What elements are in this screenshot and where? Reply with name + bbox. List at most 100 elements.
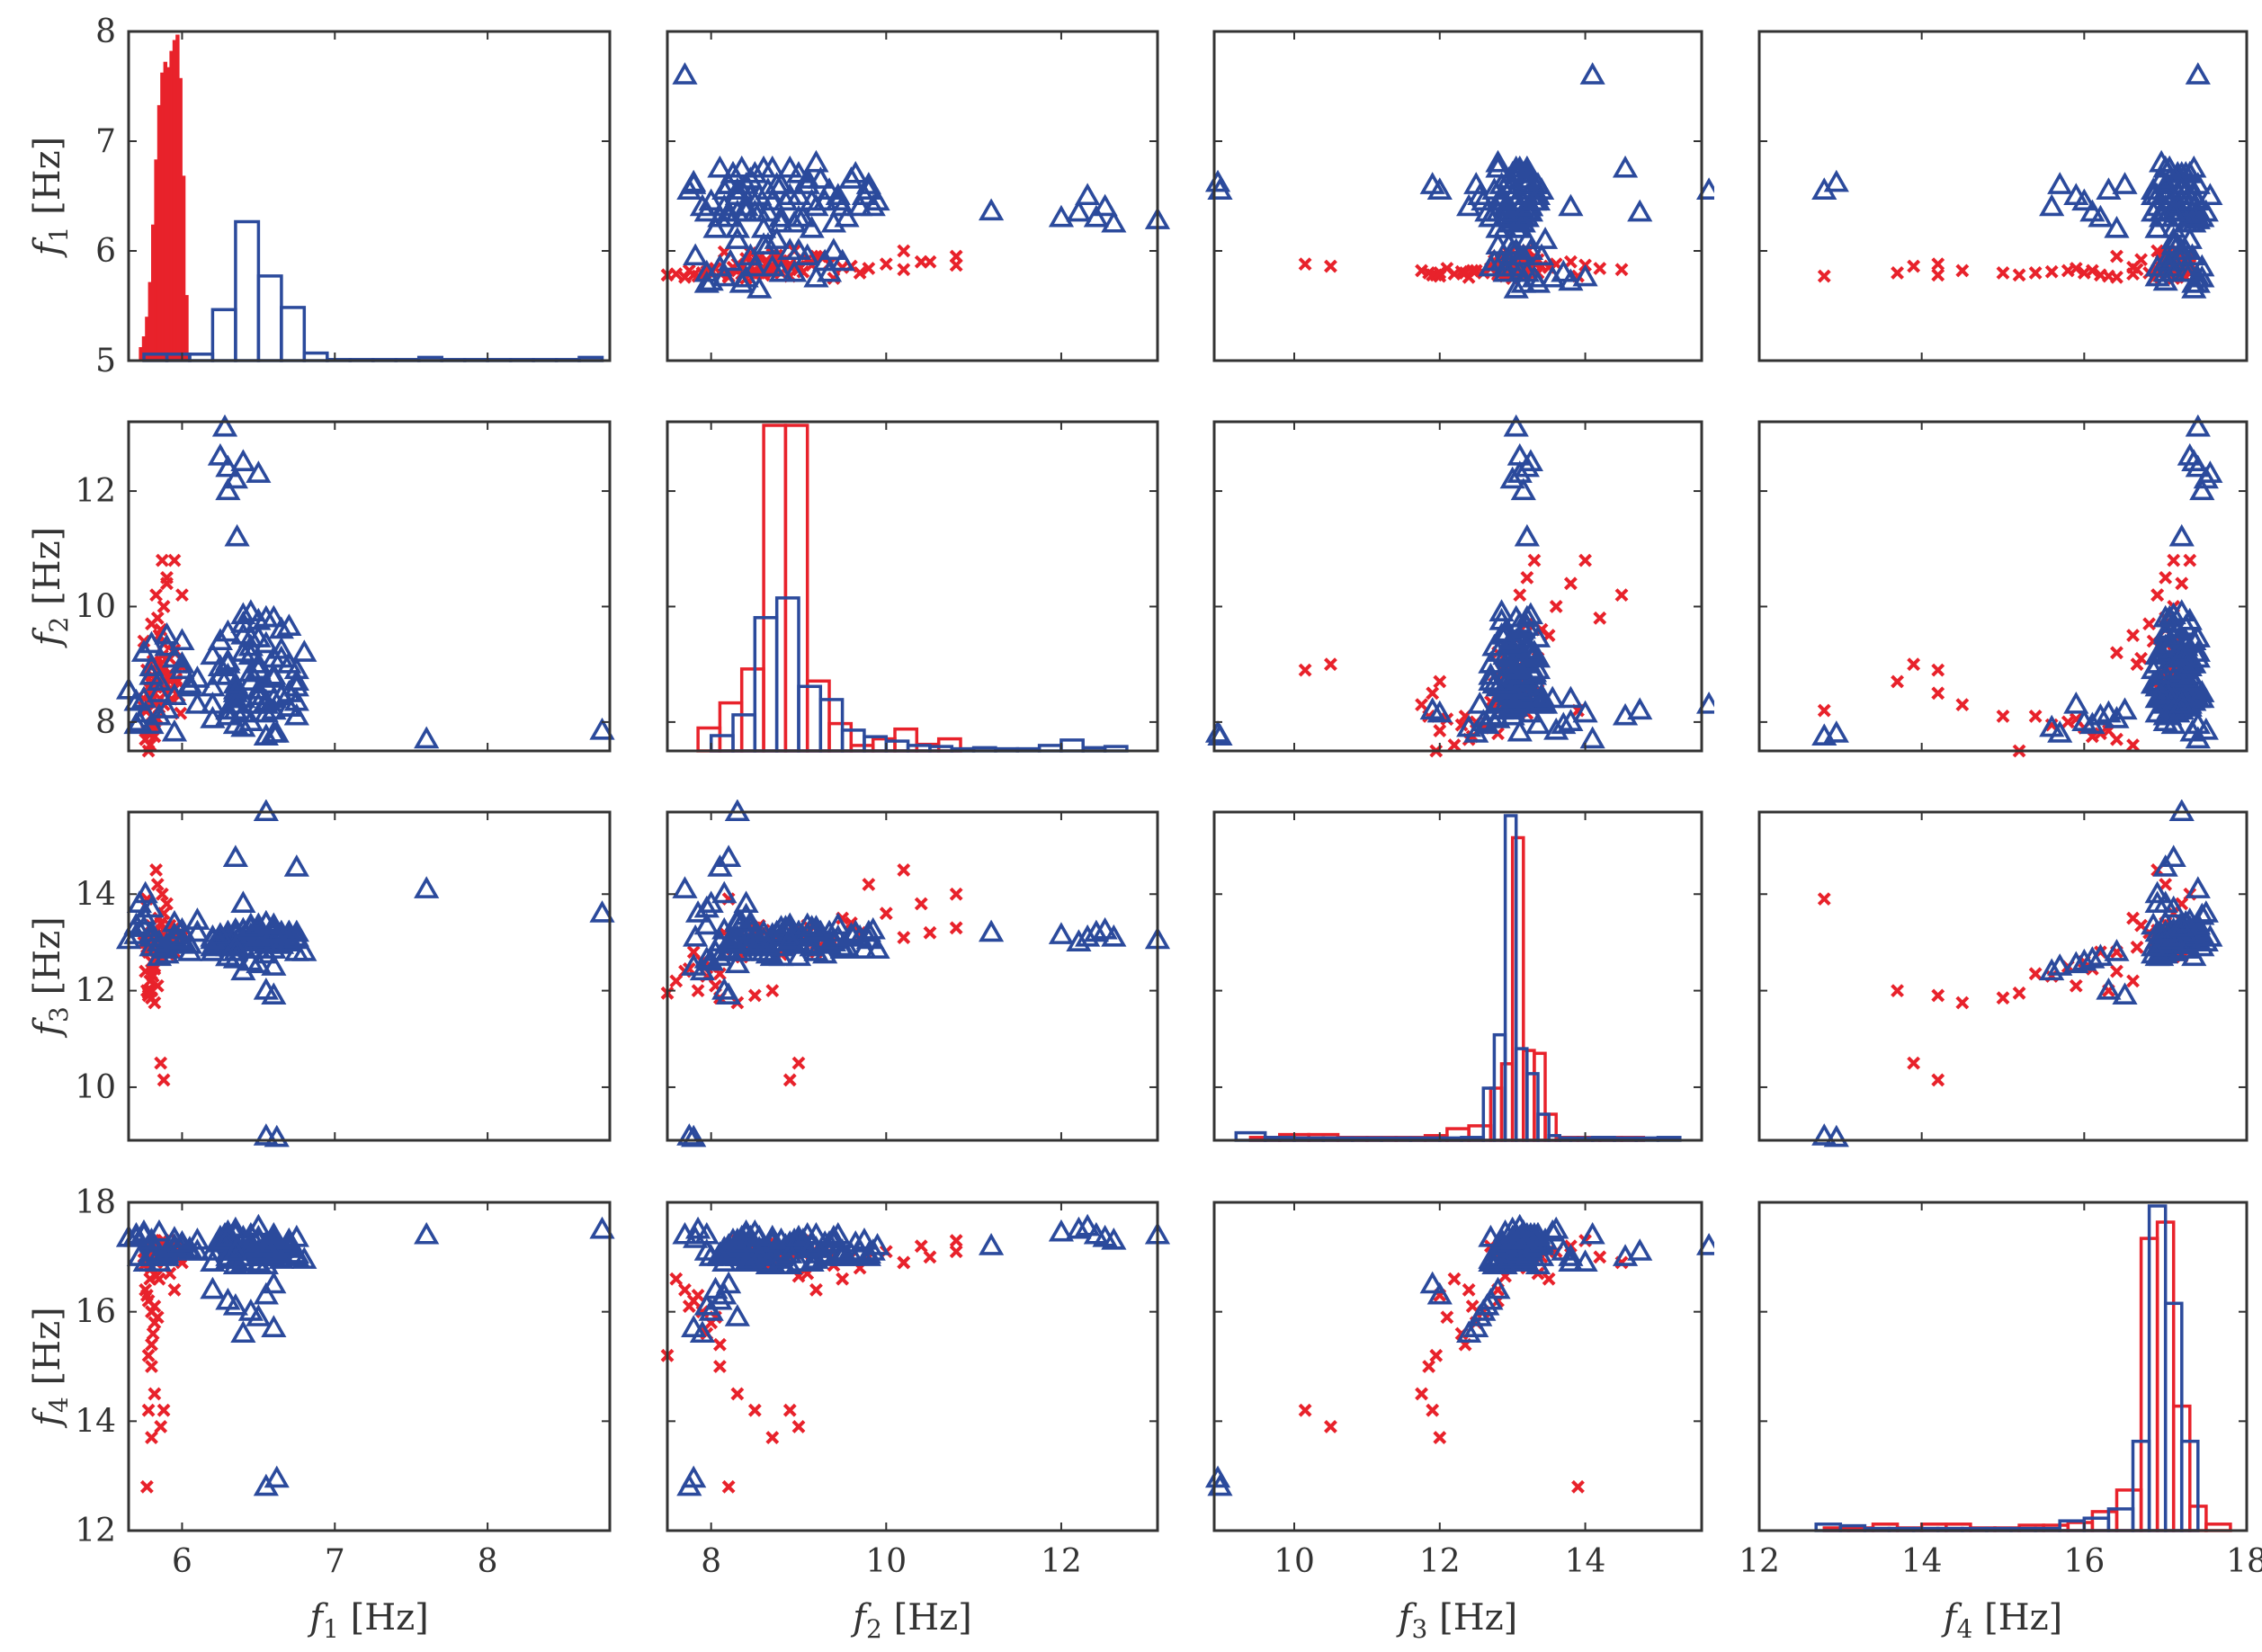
blue-triangle-point bbox=[759, 254, 785, 277]
blue-triangle-point bbox=[808, 166, 834, 189]
blue-triangle-point bbox=[161, 1233, 188, 1255]
y-tick-label: 16 bbox=[75, 1294, 116, 1331]
blue-triangle-point bbox=[1419, 172, 1445, 194]
red-cross-point bbox=[1817, 892, 1831, 906]
blue-triangle-point bbox=[2112, 172, 2138, 194]
blue-triangle-point bbox=[132, 1249, 158, 1272]
red-hist-bar bbox=[172, 40, 177, 362]
y-tick-label: 18 bbox=[75, 1184, 116, 1221]
blue-triangle-point bbox=[1066, 1216, 1092, 1239]
blue-triangle-point bbox=[1558, 1244, 1584, 1266]
blue-triangle-point bbox=[1083, 204, 1109, 228]
red-cross-point bbox=[1298, 257, 1312, 272]
y-tick-label: 5 bbox=[95, 343, 116, 380]
blue-triangle-point bbox=[777, 237, 803, 261]
blue-triangle-point bbox=[693, 946, 720, 969]
blue-triangle-point bbox=[230, 449, 256, 471]
blue-triangle-point bbox=[683, 924, 709, 947]
red-cross-point bbox=[175, 588, 189, 603]
blue-triangle-point bbox=[2144, 263, 2170, 287]
red-cross-point bbox=[1817, 703, 1831, 718]
red-cross-point bbox=[1593, 262, 1607, 275]
blue-triangle-point bbox=[2152, 604, 2178, 628]
blue-triangle-point bbox=[1092, 193, 1118, 217]
blue-triangle-point bbox=[146, 933, 173, 957]
red-cross-point bbox=[1433, 1431, 1447, 1444]
blue-triangle-point bbox=[161, 645, 188, 668]
red-cross-point bbox=[730, 1387, 745, 1401]
red-hist-bar bbox=[1499, 1062, 1515, 1142]
blue-triangle-point bbox=[2160, 844, 2186, 868]
red-cross-point bbox=[150, 878, 165, 891]
blue-triangle-point bbox=[1532, 227, 1559, 249]
blue-triangle-point bbox=[1612, 155, 1639, 178]
blue-triangle-point bbox=[803, 916, 829, 940]
red-cross-point bbox=[156, 600, 171, 613]
blue-triangle-point bbox=[200, 1249, 226, 1272]
blue-triangle-point bbox=[1510, 478, 1536, 501]
panel-r2-c1: 8 10 12 bbox=[75, 414, 615, 758]
red-cross-point bbox=[2085, 263, 2099, 278]
blue-triangle-point bbox=[707, 854, 733, 877]
red-cross-point bbox=[791, 1420, 806, 1433]
blue-triangle-point bbox=[1579, 62, 1605, 85]
red-cross-point bbox=[167, 553, 182, 567]
red-cross-point bbox=[686, 945, 701, 960]
blue-triangle-point bbox=[1524, 645, 1551, 668]
blue-triangle-point bbox=[276, 694, 302, 717]
red-cross-point bbox=[2159, 878, 2173, 891]
red-cross-point bbox=[148, 1299, 162, 1313]
blue-triangle-point bbox=[799, 1233, 825, 1255]
blue-triangle-point bbox=[1463, 1315, 1489, 1337]
red-cross-point bbox=[1563, 254, 1578, 269]
blue-triangle-point bbox=[253, 692, 279, 714]
blue-hist-bar bbox=[709, 734, 735, 753]
red-cross-point bbox=[2159, 570, 2173, 585]
blue-triangle-point bbox=[215, 702, 241, 726]
red-cross-point bbox=[1578, 553, 1592, 567]
blue-triangle-point bbox=[215, 454, 241, 478]
blue-triangle-point bbox=[1474, 199, 1500, 222]
red-cross-point bbox=[1996, 710, 2010, 723]
red-cross-point bbox=[160, 570, 174, 585]
blue-triangle-point bbox=[139, 711, 165, 735]
red-cross-point bbox=[791, 1056, 806, 1070]
blue-triangle-point bbox=[146, 702, 173, 726]
y-axis-label-f2: f2 [Hz] bbox=[27, 527, 74, 649]
blue-triangle-point bbox=[1474, 711, 1500, 735]
blue-hist-bar bbox=[774, 596, 800, 753]
red-cross-point bbox=[146, 1326, 160, 1341]
red-cross-point bbox=[2012, 986, 2026, 1000]
red-cross-point bbox=[1433, 724, 1447, 737]
blue-triangle-point bbox=[2088, 702, 2114, 726]
blue-triangle-point bbox=[283, 656, 309, 680]
red-cross-point bbox=[1931, 1073, 1945, 1087]
blue-triangle-point bbox=[589, 900, 615, 923]
blue-triangle-point bbox=[2165, 639, 2191, 662]
red-cross-point bbox=[145, 1360, 158, 1373]
blue-triangle-point bbox=[1048, 204, 1075, 228]
blue-triangle-point bbox=[414, 1221, 440, 1245]
blue-triangle-point bbox=[847, 193, 873, 217]
blue-triangle-point bbox=[2177, 662, 2203, 685]
blue-hist-bar bbox=[840, 728, 866, 753]
red-cross-point bbox=[1891, 265, 1904, 280]
red-hist-bar bbox=[718, 701, 744, 753]
blue-triangle-point bbox=[246, 1304, 272, 1326]
blue-triangle-point bbox=[1485, 1276, 1511, 1299]
blue-triangle-point bbox=[1048, 1219, 1075, 1242]
blue-triangle-point bbox=[2157, 656, 2183, 680]
blue-triangle-point bbox=[261, 1315, 287, 1337]
blue-triangle-point bbox=[1499, 466, 1525, 489]
red-cross-point bbox=[2028, 710, 2043, 723]
red-cross-point bbox=[712, 1360, 727, 1373]
blue-triangle-point bbox=[2160, 625, 2186, 647]
y-tick-label: 14 bbox=[75, 876, 116, 913]
panel-r3-c3 bbox=[1212, 810, 1703, 1142]
blue-triangle-point bbox=[864, 188, 890, 211]
blue-triangle-point bbox=[855, 1244, 881, 1266]
x-tick-label: 12 bbox=[1739, 1543, 1780, 1580]
red-cross-point bbox=[154, 1056, 168, 1070]
red-cross-point bbox=[669, 1272, 684, 1286]
blue-triangle-point bbox=[123, 1224, 149, 1247]
